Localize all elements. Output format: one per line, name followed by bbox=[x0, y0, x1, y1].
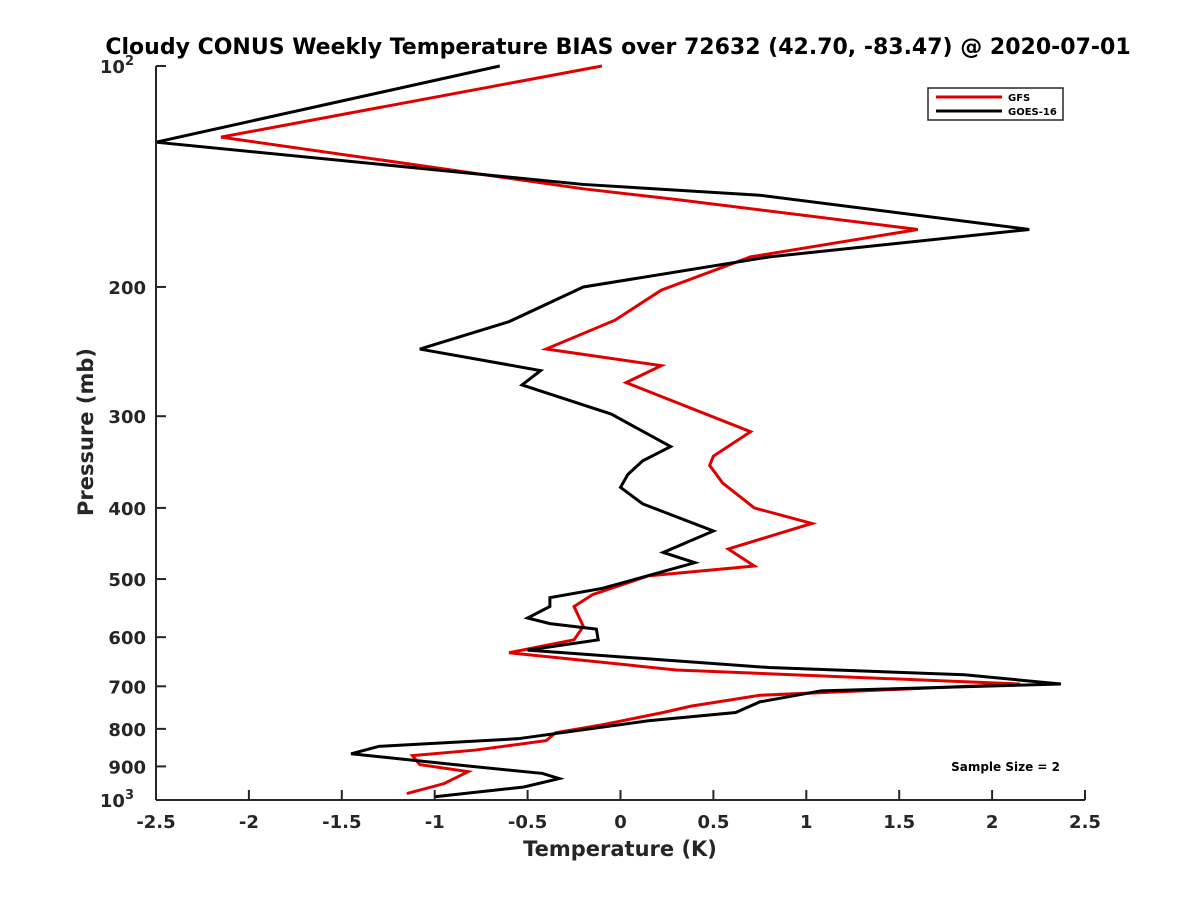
chart-title: Cloudy CONUS Weekly Temperature BIAS ove… bbox=[105, 35, 1130, 60]
y-tick-label: 500 bbox=[108, 570, 146, 591]
series-line-goes-16 bbox=[155, 64, 1061, 799]
y-axis-label: Pressure (mb) bbox=[74, 348, 98, 516]
x-axis-label: Temperature (K) bbox=[523, 837, 717, 861]
y-tick-label: 300 bbox=[108, 407, 146, 428]
x-tick-label: 2.5 bbox=[1069, 812, 1101, 833]
y-tick-label: 700 bbox=[108, 677, 146, 698]
x-tick-label: 0.5 bbox=[697, 812, 729, 833]
series-line-gfs bbox=[220, 64, 1021, 796]
x-tick-label: 0 bbox=[614, 812, 627, 833]
legend: GFS GOES-16 bbox=[927, 87, 1064, 121]
y-tick-label: 900 bbox=[108, 757, 146, 778]
x-tick-label: -2 bbox=[239, 812, 259, 833]
y-tick-label: 800 bbox=[108, 720, 146, 741]
y-tick-label: 102 bbox=[100, 54, 134, 78]
legend-label: GFS bbox=[1008, 93, 1030, 104]
legend-box bbox=[927, 87, 1064, 121]
sample-size-annotation: Sample Size = 2 bbox=[951, 760, 1060, 774]
legend-label: GOES-16 bbox=[1008, 107, 1057, 118]
x-tick-label: -2.5 bbox=[136, 812, 175, 833]
x-tick-label: -0.5 bbox=[508, 812, 547, 833]
y-tick-label: 200 bbox=[108, 278, 146, 299]
x-tick-label: 2 bbox=[986, 812, 999, 833]
plot-area: -2.5 -2 -1.5 -1 -0.5 0 0.5 1 1.5 2 2.5 102 200 300 400… bbox=[100, 54, 1101, 833]
x-tick-label: -1.5 bbox=[322, 812, 361, 833]
x-tick-label: 1 bbox=[800, 812, 813, 833]
x-tick-label: -1 bbox=[425, 812, 445, 833]
y-tick-label: 103 bbox=[100, 788, 134, 812]
y-tick-label: 600 bbox=[108, 628, 146, 649]
x-tick-label: 1.5 bbox=[883, 812, 915, 833]
y-tick-label: 400 bbox=[108, 499, 146, 520]
